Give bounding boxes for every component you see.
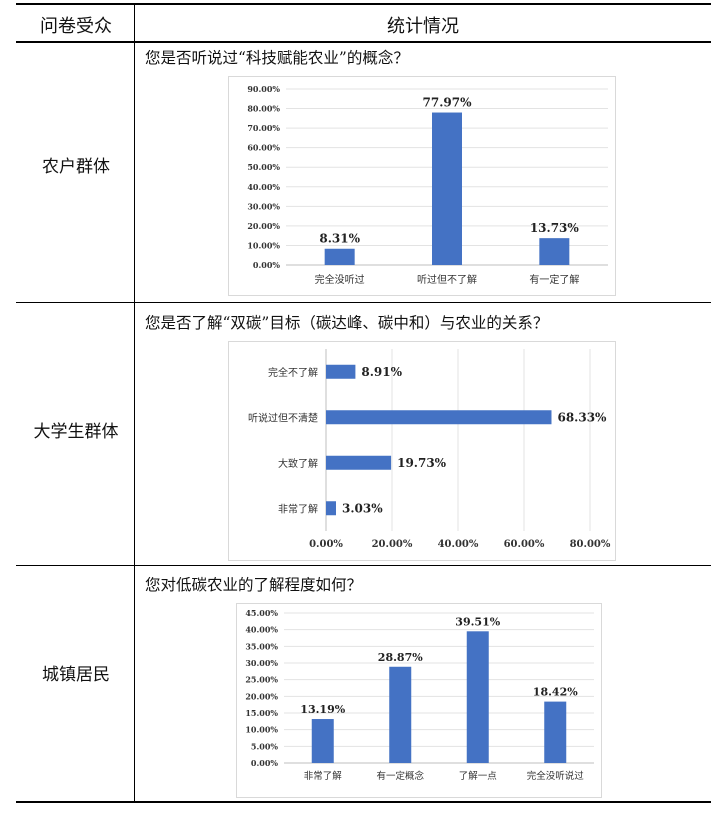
data-label: 8.31% [319, 232, 360, 246]
y-tick-label: 0.00% [251, 758, 278, 768]
bar-chart-residents: 0.00% 5.00% 10.00% 15.00% 20.00% 25.00% 30.00%… [236, 603, 602, 798]
data-label: 8.91% [361, 365, 402, 379]
x-tick-label: 40.00% [438, 539, 479, 550]
x-category-label: 非常了解 [304, 770, 343, 782]
y-tick-label: 30.00% [245, 658, 278, 668]
data-label: 77.97% [423, 96, 473, 110]
table-top-rule [16, 3, 711, 5]
data-label: 3.03% [342, 501, 383, 515]
bar [326, 501, 336, 516]
y-tick-label: 15.00% [245, 708, 278, 718]
bar-chart-farmers: 0.00% 10.00% 20.00% 30.00% 40.00% 50.00% 60.00… [228, 76, 616, 296]
x-tick-label: 60.00% [504, 539, 545, 550]
header-rule [16, 41, 711, 43]
y-tick-label: 80.00% [247, 104, 280, 114]
data-label: 19.73% [397, 456, 447, 470]
y-category-label: 大致了解 [278, 457, 318, 470]
group-label-farmers: 农户群体 [42, 157, 110, 177]
y-tick-label: 70.00% [247, 123, 280, 133]
header-col-audience: 问卷受众 [40, 16, 112, 37]
y-tick-label: 20.00% [247, 221, 280, 231]
chart-frame [236, 603, 602, 798]
x-tick-label: 20.00% [372, 539, 413, 550]
bar [311, 719, 334, 763]
bar [326, 455, 392, 470]
chart-frame [228, 341, 616, 561]
x-tick-label: 0.00% [309, 539, 343, 550]
y-tick-label: 90.00% [247, 84, 280, 94]
bar [326, 364, 356, 379]
y-category-label: 非常了解 [278, 502, 318, 515]
bar [432, 112, 462, 265]
header-col-stats: 统计情况 [387, 16, 459, 37]
question-text: 您是否了解“双碳”目标（碳达峰、碳中和）与农业的关系？ [145, 314, 549, 332]
row-divider [16, 302, 711, 303]
x-category-label: 了解一点 [459, 770, 498, 782]
table-bottom-rule [16, 801, 711, 803]
x-category-label: 听过但不了解 [417, 273, 477, 286]
bar-chart-students: 0.00% 20.00% 40.00% 60.00% 80.00% 8.91% 完全不了解 6… [228, 341, 616, 561]
bar [539, 238, 570, 265]
question-text: 您是否听说过“科技赋能农业”的概念？ [145, 49, 409, 67]
y-tick-label: 25.00% [245, 675, 278, 685]
x-category-label: 完全没听说过 [527, 770, 585, 782]
data-label: 28.87% [378, 651, 423, 664]
column-divider [134, 3, 135, 803]
y-category-label: 听说过但不清楚 [248, 411, 318, 424]
bar [466, 631, 489, 763]
y-tick-label: 0.00% [253, 260, 280, 270]
bar [389, 666, 412, 763]
y-tick-label: 10.00% [247, 240, 280, 250]
y-tick-label: 10.00% [245, 725, 278, 735]
y-tick-label: 30.00% [247, 201, 280, 211]
y-tick-label: 60.00% [247, 143, 280, 153]
group-label-residents: 城镇居民 [42, 665, 110, 685]
row-divider [16, 565, 711, 566]
group-label-students: 大学生群体 [33, 422, 119, 442]
y-tick-label: 20.00% [245, 691, 278, 701]
data-label: 18.42% [533, 686, 578, 699]
data-label: 13.19% [300, 703, 345, 716]
x-category-label: 有一定概念 [376, 770, 424, 782]
question-text: 您对低碳农业的了解程度如何？ [145, 576, 363, 594]
y-category-label: 完全不了解 [268, 366, 318, 379]
y-tick-label: 45.00% [245, 608, 278, 618]
bar [326, 410, 552, 425]
x-tick-label: 80.00% [570, 539, 611, 550]
y-tick-label: 40.00% [245, 625, 278, 635]
x-category-label: 完全没听过 [315, 273, 365, 286]
x-category-label: 有一定了解 [529, 273, 579, 286]
y-tick-label: 35.00% [245, 641, 278, 651]
data-label: 13.73% [530, 221, 580, 235]
data-label: 39.51% [455, 615, 500, 628]
data-label: 68.33% [557, 410, 607, 424]
y-tick-label: 5.00% [251, 741, 278, 751]
y-tick-label: 40.00% [247, 182, 280, 192]
bar [324, 248, 355, 265]
y-tick-label: 50.00% [247, 162, 280, 172]
bar [544, 701, 567, 763]
